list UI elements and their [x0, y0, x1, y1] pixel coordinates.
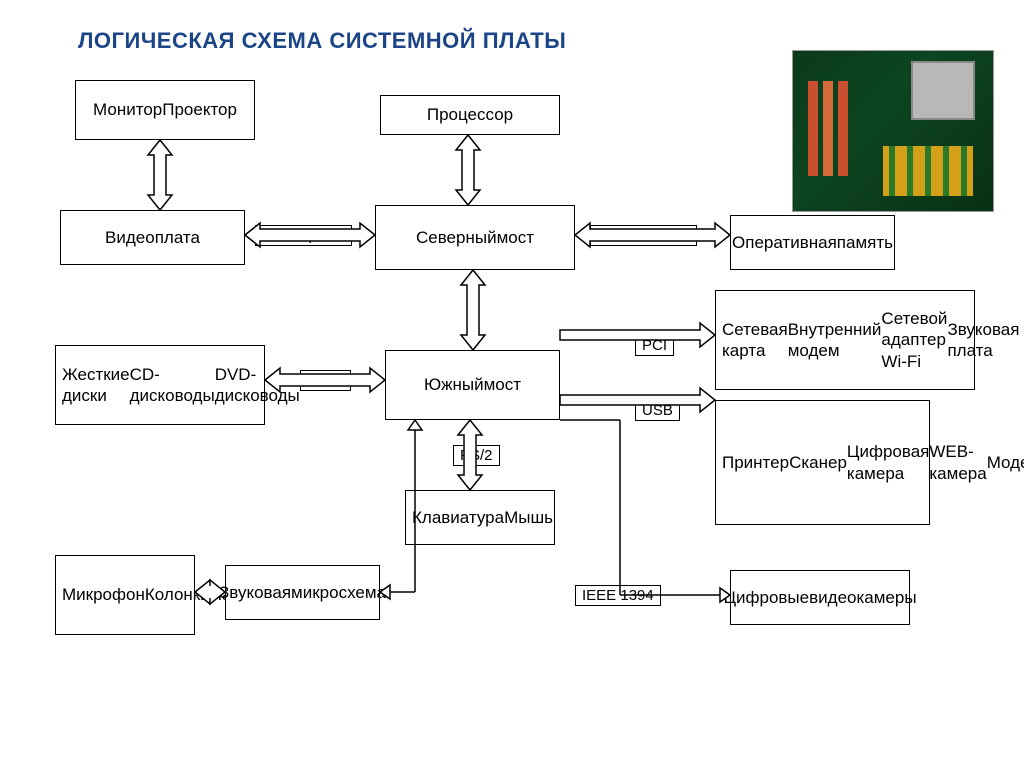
node-usb_dev: ПринтерСканерЦифровая камераWEB-камераМо…: [715, 400, 930, 525]
node-audio: МикрофонКолонкиНаушники: [55, 555, 195, 635]
node-north: Северныймост: [375, 205, 575, 270]
node-video: Видеоплата: [60, 210, 245, 265]
edge-label-ieee: IEEE 1394: [575, 585, 661, 606]
node-keyb: КлавиатураМышь: [405, 490, 555, 545]
node-dvcam: Цифровыевидеокамеры: [730, 570, 910, 625]
node-monitor: МониторПроектор: [75, 80, 255, 140]
motherboard-image: [792, 50, 994, 212]
edge-label-ps2: PS/2: [453, 445, 500, 466]
edge-label-usb: USB: [635, 400, 680, 421]
node-pci_dev: Сетевая картаВнутренний модемСетевой ада…: [715, 290, 975, 390]
node-soundchip: Звуковаямикросхема: [225, 565, 380, 620]
page-title: ЛОГИЧЕСКАЯ СХЕМА СИСТЕМНОЙ ПЛАТЫ: [78, 28, 566, 54]
edge-label-pci: PCI: [635, 335, 674, 356]
edge-label-pcie: PCI Express: [255, 225, 352, 246]
node-cpu: Процессор: [380, 95, 560, 135]
node-ram: Оперативнаяпамять: [730, 215, 895, 270]
node-south: Южныймост: [385, 350, 560, 420]
edge-label-sata: SATA: [300, 370, 351, 391]
edge-label-membus: Шина памяти: [590, 225, 697, 246]
node-hdd: Жесткие дискиCD-дисководыDVD-дисководы: [55, 345, 265, 425]
